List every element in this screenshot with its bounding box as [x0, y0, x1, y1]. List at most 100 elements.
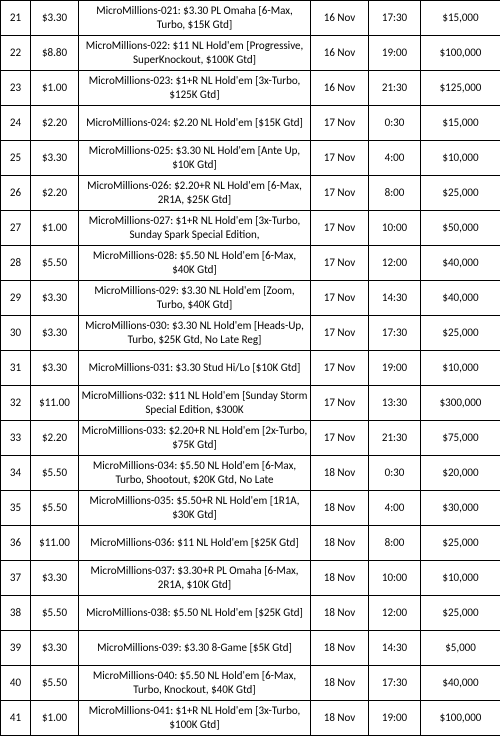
cell-gtd: $30,000 — [421, 491, 500, 526]
cell-gtd: $25,000 — [421, 176, 500, 211]
cell-gtd: $25,000 — [421, 316, 500, 351]
table-row: 35$5.50MicroMillions-035: $5.50+R NL Hol… — [1, 491, 500, 526]
cell-time: 12:00 — [369, 596, 421, 631]
cell-buyin: $1.00 — [31, 71, 79, 106]
cell-buyin: $5.50 — [31, 246, 79, 281]
cell-num: 37 — [1, 561, 31, 596]
cell-date: 17 Nov — [311, 421, 369, 456]
table-row: 27$1.00MicroMillions-027: $1+R NL Hold'e… — [1, 211, 500, 246]
cell-date: 18 Nov — [311, 526, 369, 561]
cell-name: MicroMillions-030: $3.30 NL Hold'em [Hea… — [79, 316, 311, 351]
table-row: 29$3.30MicroMillions-029: $3.30 NL Hold'… — [1, 281, 500, 316]
cell-buyin: $1.00 — [31, 701, 79, 736]
table-row: 38$5.50MicroMillions-038: $5.50 NL Hold'… — [1, 596, 500, 631]
cell-num: 40 — [1, 666, 31, 701]
cell-name: MicroMillions-026: $2.20+R NL Hold'em [6… — [79, 176, 311, 211]
cell-name: MicroMillions-022: $11 NL Hold'em [Progr… — [79, 36, 311, 71]
cell-date: 17 Nov — [311, 351, 369, 386]
cell-date: 18 Nov — [311, 596, 369, 631]
cell-gtd: $100,000 — [421, 701, 500, 736]
table-row: 26$2.20MicroMillions-026: $2.20+R NL Hol… — [1, 176, 500, 211]
cell-buyin: $3.30 — [31, 631, 79, 666]
cell-time: 17:30 — [369, 316, 421, 351]
table-row: 21$3.30MicroMillions-021: $3.30 PL Omaha… — [1, 1, 500, 36]
table-row: 41$1.00MicroMillions-041: $1+R NL Hold'e… — [1, 701, 500, 736]
cell-buyin: $5.50 — [31, 596, 79, 631]
cell-time: 13:30 — [369, 386, 421, 421]
cell-gtd: $10,000 — [421, 141, 500, 176]
cell-date: 18 Nov — [311, 666, 369, 701]
table-row: 36$11.00MicroMillions-036: $11 NL Hold'e… — [1, 526, 500, 561]
cell-num: 41 — [1, 701, 31, 736]
cell-gtd: $10,000 — [421, 561, 500, 596]
cell-name: MicroMillions-036: $11 NL Hold'em [$25K … — [79, 526, 311, 561]
table-row: 25$3.30MicroMillions-025: $3.30 NL Hold'… — [1, 141, 500, 176]
cell-name: MicroMillions-029: $3.30 NL Hold'em [Zoo… — [79, 281, 311, 316]
tournament-schedule-table: 21 $3.30 MicroMillions-021: $3.30 PL Omaha… — [0, 0, 500, 736]
cell-name: MicroMillions-024: $2.20 NL Hold'em [$15… — [79, 106, 311, 141]
cell-buyin: $11.00 — [31, 386, 79, 421]
cell-time: 21:30 — [369, 421, 421, 456]
cell-date: 16 Nov — [311, 71, 369, 106]
cell-time: 19:00 — [369, 351, 421, 386]
cell-num: 26 — [1, 176, 31, 211]
cell-name: MicroMillions-023: $1+R NL Hold'em [3x-T… — [79, 71, 311, 106]
cell-num: 35 — [1, 491, 31, 526]
cell-name: MicroMillions-037: $3.30+R PL Omaha [6-M… — [79, 561, 311, 596]
cell-num: 38 — [1, 596, 31, 631]
cell-time: 4:00 — [369, 141, 421, 176]
cell-time: 10:00 — [369, 211, 421, 246]
cell-date: 18 Nov — [311, 491, 369, 526]
cell-name: MicroMillions-035: $5.50+R NL Hold'em [1… — [79, 491, 311, 526]
cell-num: 21 — [1, 1, 31, 36]
cell-date: 18 Nov — [311, 456, 369, 491]
cell-num: 34 — [1, 456, 31, 491]
cell-date: 17 Nov — [311, 386, 369, 421]
cell-date: 17 Nov — [311, 106, 369, 141]
cell-name: MicroMillions-028: $5.50 NL Hold'em [6-M… — [79, 246, 311, 281]
cell-gtd: $15,000 — [421, 106, 500, 141]
cell-date: 17 Nov — [311, 281, 369, 316]
table-row: 24$2.20MicroMillions-024: $2.20 NL Hold'… — [1, 106, 500, 141]
cell-time: 12:00 — [369, 246, 421, 281]
cell-date: 18 Nov — [311, 631, 369, 666]
table-row: 23$1.00MicroMillions-023: $1+R NL Hold'e… — [1, 71, 500, 106]
table-row: 33$2.20MicroMillions-033: $2.20+R NL Hol… — [1, 421, 500, 456]
table-row: 22$8.80MicroMillions-022: $11 NL Hold'em… — [1, 36, 500, 71]
cell-gtd: $50,000 — [421, 211, 500, 246]
cell-buyin: $2.20 — [31, 176, 79, 211]
cell-gtd: $40,000 — [421, 246, 500, 281]
cell-num: 36 — [1, 526, 31, 561]
cell-time: 17:30 — [369, 666, 421, 701]
cell-buyin: $5.50 — [31, 491, 79, 526]
cell-date: 17 Nov — [311, 211, 369, 246]
table-row: 28$5.50MicroMillions-028: $5.50 NL Hold'… — [1, 246, 500, 281]
cell-buyin: $1.00 — [31, 211, 79, 246]
cell-num: 32 — [1, 386, 31, 421]
cell-date: 16 Nov — [311, 36, 369, 71]
cell-date: 18 Nov — [311, 701, 369, 736]
cell-num: 31 — [1, 351, 31, 386]
cell-name: MicroMillions-021: $3.30 PL Omaha [6-Max… — [79, 1, 311, 36]
table-row: 30$3.30MicroMillions-030: $3.30 NL Hold'… — [1, 316, 500, 351]
cell-time: 10:00 — [369, 561, 421, 596]
cell-buyin: $2.20 — [31, 106, 79, 141]
cell-buyin: $3.30 — [31, 351, 79, 386]
cell-date: 17 Nov — [311, 246, 369, 281]
table-row: 32$11.00MicroMillions-032: $11 NL Hold'e… — [1, 386, 500, 421]
cell-num: 23 — [1, 71, 31, 106]
cell-num: 39 — [1, 631, 31, 666]
cell-gtd: $5,000 — [421, 631, 500, 666]
cell-time: 21:30 — [369, 71, 421, 106]
cell-gtd: $25,000 — [421, 526, 500, 561]
cell-buyin: $5.50 — [31, 666, 79, 701]
cell-date: 17 Nov — [311, 176, 369, 211]
table-row: 39$3.30MicroMillions-039: $3.30 8-Game [… — [1, 631, 500, 666]
cell-num: 25 — [1, 141, 31, 176]
cell-buyin: $5.50 — [31, 456, 79, 491]
cell-name: MicroMillions-027: $1+R NL Hold'em [3x-T… — [79, 211, 311, 246]
cell-time: 0:30 — [369, 106, 421, 141]
cell-time: 14:30 — [369, 631, 421, 666]
cell-time: 17:30 — [369, 1, 421, 36]
cell-gtd: $300,000 — [421, 386, 500, 421]
